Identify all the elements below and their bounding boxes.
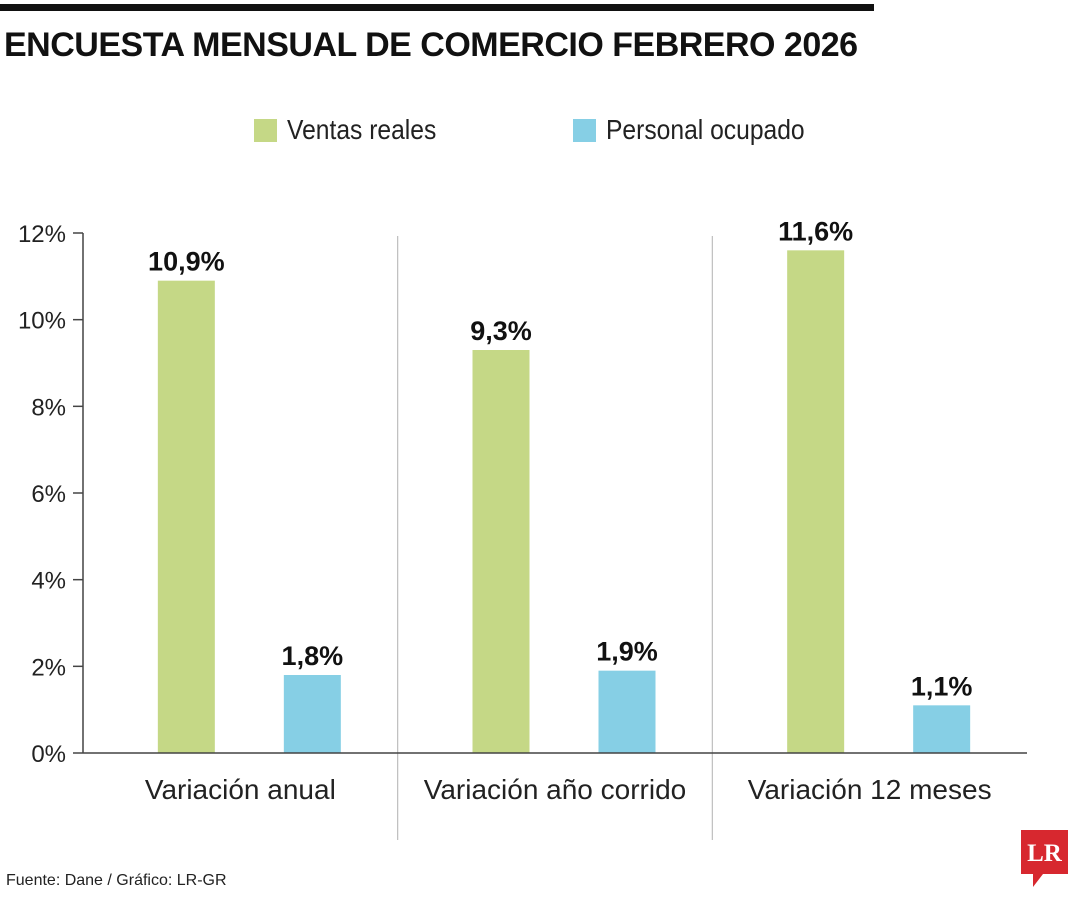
legend-swatch-personal [573,118,596,142]
y-tick-label: 8% [31,394,66,421]
top-rule [0,4,874,11]
x-category-label: Variación 12 meses [748,774,992,805]
legend-swatch-ventas [254,118,277,142]
bar-personal [913,705,971,753]
data-label: 1,9% [596,637,658,667]
source-note: Fuente: Dane / Gráfico: LR-GR [6,872,227,889]
data-label: 9,3% [470,316,532,346]
chart-title: ENCUESTA MENSUAL DE COMERCIO FEBRERO 202… [4,26,858,64]
data-label: 1,8% [282,641,344,671]
lr-logo-text: LR [1027,840,1063,867]
y-tick-label: 6% [31,481,66,508]
y-tick-label: 0% [31,741,66,768]
data-label: 10,9% [148,247,225,277]
data-label: 11,6% [778,216,853,246]
legend-label-personal: Personal ocupado [606,114,805,145]
bar-personal [283,675,341,753]
legend-item-personal: Personal ocupado [573,114,832,146]
bar-personal [598,670,656,753]
legend-item-ventas: Ventas reales [254,114,457,146]
bar-ventas [787,250,845,754]
y-tick-label: 2% [31,654,66,681]
bar-ventas [472,350,530,753]
data-label: 1,1% [911,671,973,701]
x-category-label: Variación año corrido [424,774,687,805]
y-tick-label: 10% [18,308,66,335]
y-tick-label: 4% [31,568,66,595]
y-tick-label: 12% [18,221,66,248]
legend-label-ventas: Ventas reales [287,114,437,145]
x-category-label: Variación anual [145,774,336,805]
lr-logo-icon: LR [1021,830,1068,887]
bar-ventas [157,280,215,753]
